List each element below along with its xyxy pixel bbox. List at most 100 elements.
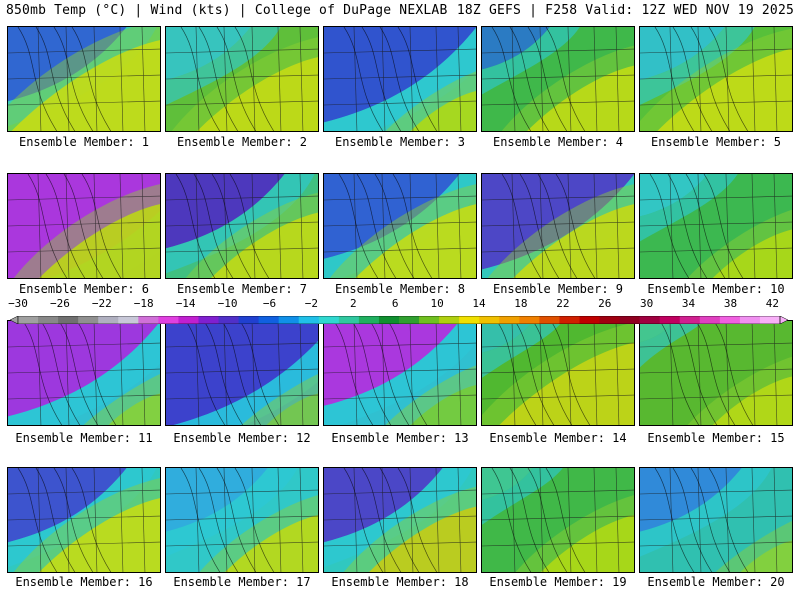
color-scale-swatch — [619, 316, 641, 324]
transition-band — [482, 321, 563, 378]
transition-band — [324, 468, 473, 568]
warm-transition — [343, 486, 476, 572]
state-boundaries — [8, 468, 160, 572]
ensemble-member-label: Ensemble Member: 7 — [176, 282, 308, 296]
color-scale-swatch — [439, 316, 460, 324]
cold-air-region — [166, 468, 268, 532]
warm-air-region — [527, 65, 634, 131]
color-scale-tick-label: 30 — [640, 297, 654, 310]
color-scale-tick-label: −18 — [133, 297, 154, 310]
cold-air-region — [640, 321, 674, 343]
temperature-map — [640, 27, 792, 131]
ensemble-member-label: Ensemble Member: 15 — [647, 431, 785, 445]
warm-air-region — [541, 515, 634, 572]
ensemble-member-label: Ensemble Member: 14 — [489, 431, 627, 445]
contour-lines — [17, 468, 112, 572]
contour-lines — [649, 174, 744, 278]
color-scale-tick-label: 42 — [765, 297, 779, 310]
transition-band — [324, 174, 476, 278]
ensemble-member-label: Ensemble Member: 17 — [173, 575, 311, 589]
contour-lines — [496, 321, 591, 425]
transition-band — [324, 27, 476, 131]
color-scale-tick-label: −2 — [304, 297, 318, 310]
ensemble-member-panel — [7, 26, 161, 132]
temperature-map — [324, 321, 476, 425]
color-scale-swatch — [579, 316, 601, 324]
ensemble-member-label: Ensemble Member: 12 — [173, 431, 311, 445]
ensemble-member-panel — [7, 173, 161, 279]
state-boundaries — [640, 468, 792, 572]
temperature-map — [640, 174, 792, 278]
transition-band — [482, 468, 563, 525]
state-boundaries — [324, 321, 476, 425]
color-scale-tick-label: 18 — [514, 297, 528, 310]
color-scale-tick-label: −6 — [262, 297, 277, 310]
contour-lines — [22, 321, 117, 425]
warm-transition — [171, 37, 318, 131]
state-boundaries — [482, 174, 634, 278]
color-scale-swatch — [419, 316, 440, 324]
cold-air-region — [324, 174, 460, 259]
ensemble-member-label: Ensemble Member: 1 — [18, 135, 150, 149]
contour-lines — [343, 27, 438, 131]
warm-transition — [715, 521, 792, 572]
cold-air-region — [482, 321, 533, 353]
contour-lines — [659, 321, 754, 425]
state-boundaries — [8, 27, 160, 131]
state-boundaries — [8, 321, 160, 425]
warm-transition — [13, 478, 160, 572]
warm-transition — [687, 209, 792, 278]
color-scale-tick-label: 38 — [723, 297, 738, 310]
ensemble-member-label: Ensemble Member: 10 — [647, 282, 785, 296]
color-scale-swatch — [599, 316, 621, 324]
color-scale-tick-label: −30 — [8, 297, 28, 310]
cold-air-region — [482, 468, 533, 500]
transition-band — [8, 468, 157, 568]
warm-air-region — [225, 515, 318, 572]
warm-air-region — [712, 229, 792, 278]
color-scale-swatch — [118, 316, 139, 324]
ensemble-member-label: Ensemble Member: 20 — [647, 575, 785, 589]
ensemble-member-panel — [323, 173, 477, 279]
ensemble-member-label: Ensemble Member: 5 — [650, 135, 782, 149]
temperature-map — [640, 468, 792, 572]
cold-air-region — [640, 174, 708, 217]
cold-air-region — [166, 27, 251, 80]
color-scale-max-arrow — [779, 315, 789, 325]
contour-lines — [501, 174, 596, 278]
color-scale-tick-label: −26 — [49, 297, 70, 310]
contour-lines — [491, 468, 586, 572]
color-scale-swatch — [479, 316, 500, 324]
color-scale-swatch — [519, 316, 540, 324]
state-boundaries — [482, 27, 634, 131]
ensemble-member-panel — [165, 320, 319, 426]
ensemble-member-panel — [165, 467, 319, 573]
color-scale-swatch — [258, 316, 280, 324]
ensemble-member-label: Ensemble Member: 8 — [334, 282, 466, 296]
cold-air-region — [324, 27, 476, 123]
transition-band — [166, 174, 315, 274]
color-scale-swatch — [499, 316, 520, 324]
transition-band — [166, 27, 281, 105]
state-boundaries — [482, 321, 634, 425]
ensemble-member-label: Ensemble Member: 18 — [331, 575, 469, 589]
transition-band — [173, 340, 318, 425]
transition-band — [640, 321, 704, 368]
color-scale-swatch — [238, 316, 260, 324]
contour-lines — [491, 27, 586, 131]
ensemble-member-panel — [481, 26, 635, 132]
state-boundaries — [640, 27, 792, 131]
transition-band — [640, 27, 755, 105]
color-scale-swatch — [358, 316, 380, 324]
cold-air-region — [166, 321, 318, 425]
color-scale-swatch — [338, 316, 360, 324]
warm-air-region — [499, 342, 634, 425]
ensemble-member-panel — [323, 26, 477, 132]
ensemble-member-panel — [481, 467, 635, 573]
color-scale-swatch — [559, 316, 580, 324]
color-scale-tick-label: 26 — [598, 297, 612, 310]
ensemble-member-panel — [165, 173, 319, 279]
temperature-map — [166, 321, 318, 425]
color-scale — [9, 309, 789, 325]
color-scale-swatch — [699, 316, 721, 324]
